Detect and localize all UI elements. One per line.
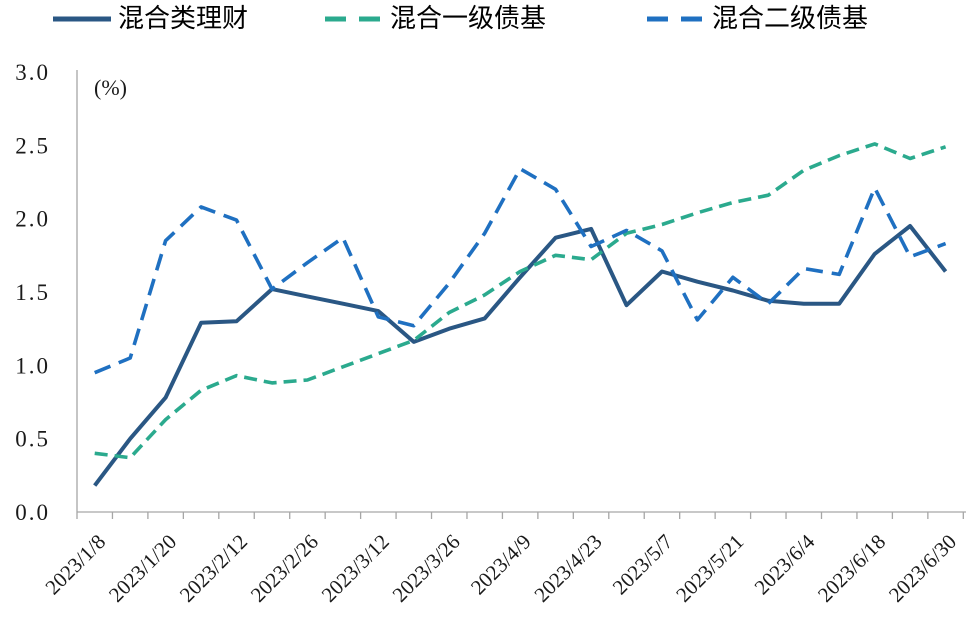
legend-solid-line-swatch: [53, 16, 111, 22]
series-line-3: [94, 167, 947, 375]
legend-label: 混合二级债基: [712, 4, 869, 33]
x-axis-tick-label: 2023/2/12: [175, 530, 252, 607]
x-axis-tick-label: 2023/6/4: [750, 529, 820, 599]
legend-dashed-line-swatch: [325, 16, 384, 22]
x-axis-tick-label: 2023/3/12: [317, 530, 394, 607]
legend-item-2: 混合一级债基: [324, 6, 546, 32]
x-axis-tick-label: 2023/5/21: [671, 530, 748, 607]
legend-dashed-line-swatch: [647, 16, 706, 22]
y-axis-unit-label: (%): [94, 75, 127, 100]
y-axis-tick-label: 3.0: [15, 60, 50, 85]
y-axis-tick-label: 1.5: [15, 280, 50, 305]
x-axis-tick-label: 2023/6/18: [813, 530, 890, 607]
y-axis-tick-label: 0.5: [15, 427, 50, 452]
y-axis-tick-label: 2.5: [15, 133, 50, 158]
y-axis-tick-label: 2.0: [15, 207, 50, 232]
series-line-2: [94, 142, 947, 460]
x-axis-tick-label: 2023/4/23: [529, 530, 606, 607]
x-axis-tick-label: 2023/1/20: [104, 530, 181, 607]
series-line-1: [93, 224, 948, 487]
y-axis-tick-label: 0.0: [15, 500, 50, 525]
x-axis-tick-label: 2023/2/26: [246, 530, 323, 607]
x-axis-tick-label: 2023/3/26: [388, 530, 465, 607]
x-axis-tick-label: 2023/5/7: [608, 530, 678, 600]
chart-legend: 混合类理财 混合一级债基 混合二级债基: [52, 6, 958, 32]
x-axis-tick-label: 2023/1/8: [40, 530, 110, 600]
legend-label: 混合类理财: [118, 4, 249, 33]
x-axis-tick-label: 2023/6/30: [884, 530, 961, 607]
legend-item-1: 混合类理财: [52, 6, 248, 32]
legend-label: 混合一级债基: [390, 4, 547, 33]
y-axis-tick-label: 1.0: [15, 353, 50, 378]
legend-item-3: 混合二级债基: [646, 6, 868, 32]
x-axis-tick-label: 2023/4/9: [466, 530, 536, 600]
